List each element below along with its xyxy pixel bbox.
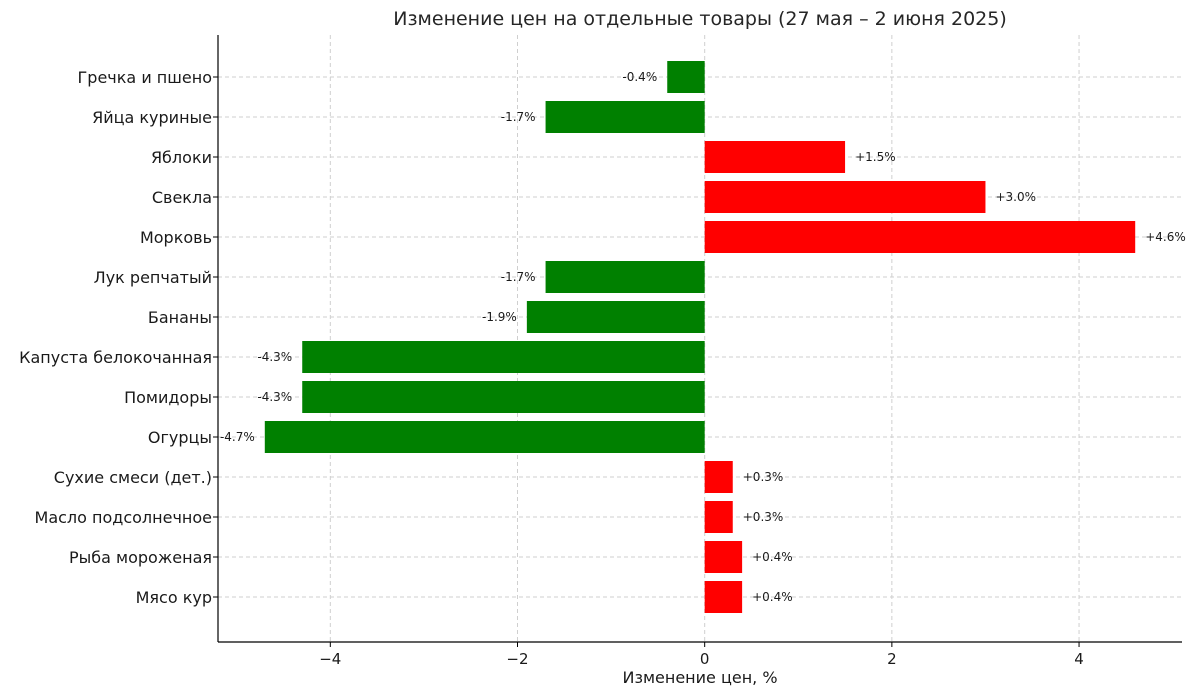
category-label: Гречка и пшено bbox=[78, 68, 212, 87]
data-label: -1.9% bbox=[482, 310, 517, 324]
category-label: Мясо кур bbox=[136, 588, 212, 607]
data-label: -0.4% bbox=[622, 70, 657, 84]
category-label: Сухие смеси (дет.) bbox=[54, 468, 212, 487]
bar bbox=[526, 301, 705, 333]
grid-lines bbox=[218, 35, 1182, 642]
data-label: +0.4% bbox=[752, 550, 793, 564]
category-label: Рыба мороженая bbox=[69, 548, 212, 567]
bar bbox=[667, 61, 705, 93]
bar bbox=[704, 581, 743, 613]
x-tick-label: 4 bbox=[1074, 650, 1084, 668]
category-label: Огурцы bbox=[148, 428, 212, 447]
bar bbox=[704, 181, 986, 213]
bars bbox=[264, 61, 1136, 613]
category-label: Помидоры bbox=[124, 388, 212, 407]
bar bbox=[704, 221, 1136, 253]
category-label: Яйца куриные bbox=[92, 108, 212, 127]
data-label: +0.3% bbox=[743, 510, 784, 524]
bar bbox=[545, 101, 705, 133]
bar bbox=[302, 341, 705, 373]
data-label: +3.0% bbox=[995, 190, 1036, 204]
x-tick-labels: −4 −2 0 2 4 bbox=[319, 642, 1084, 668]
bar bbox=[302, 381, 705, 413]
category-label: Капуста белокочанная bbox=[19, 348, 212, 367]
data-label: -4.7% bbox=[220, 430, 255, 444]
chart-title: Изменение цен на отдельные товары (27 ма… bbox=[393, 8, 1007, 30]
bar bbox=[264, 421, 705, 453]
data-label: -1.7% bbox=[501, 110, 536, 124]
data-label: -4.3% bbox=[257, 350, 292, 364]
bar bbox=[704, 141, 846, 173]
category-label: Морковь bbox=[140, 228, 212, 247]
data-label: +4.6% bbox=[1145, 230, 1186, 244]
x-tick-label: −2 bbox=[506, 650, 528, 668]
category-label: Свекла bbox=[152, 188, 212, 207]
bar bbox=[704, 501, 733, 533]
x-tick-label: 0 bbox=[700, 650, 710, 668]
bar bbox=[704, 461, 733, 493]
category-label: Масло подсолнечное bbox=[35, 508, 212, 527]
data-label: +0.3% bbox=[743, 470, 784, 484]
data-label: -1.7% bbox=[501, 270, 536, 284]
data-label: -4.3% bbox=[257, 390, 292, 404]
category-label: Яблоки bbox=[151, 148, 212, 167]
data-label: +0.4% bbox=[752, 590, 793, 604]
data-labels: -0.4% -1.7% +1.5% +3.0% +4.6% -1.7% -1.9% -4.3%… bbox=[220, 70, 1186, 604]
category-labels: Гречка и пшено Яйца куриные Яблоки Свекла Мо… bbox=[19, 68, 218, 607]
x-tick-label: 2 bbox=[887, 650, 897, 668]
category-label: Бананы bbox=[148, 308, 212, 327]
data-label: +1.5% bbox=[855, 150, 896, 164]
x-axis-label: Изменение цен, % bbox=[622, 668, 777, 687]
bar bbox=[704, 541, 743, 573]
category-label: Лук репчатый bbox=[94, 268, 212, 287]
bar bbox=[545, 261, 705, 293]
x-tick-label: −4 bbox=[319, 650, 341, 668]
